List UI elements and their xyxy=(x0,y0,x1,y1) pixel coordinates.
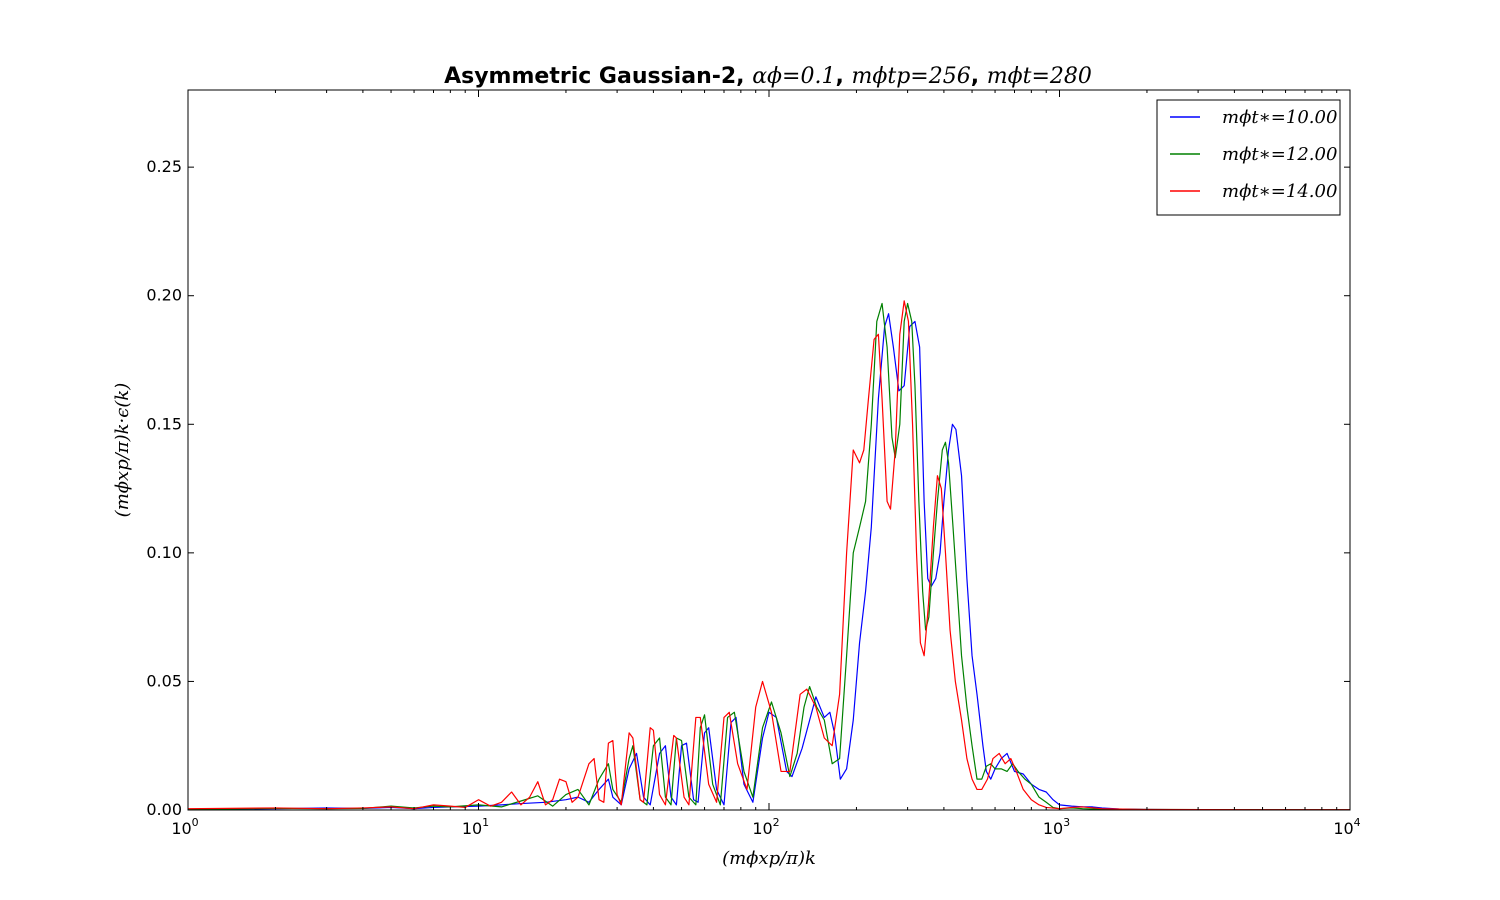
x-tick-exponent: 3 xyxy=(1063,816,1070,829)
y-tick-label-2: 0.10 xyxy=(146,543,182,562)
x-tick-label-2: 102 xyxy=(752,816,779,838)
series-layer xyxy=(187,300,1350,811)
y-tick-label-0: 0.00 xyxy=(146,800,182,819)
series-line-0 xyxy=(187,313,1350,811)
x-tick-base: 10 xyxy=(1333,819,1353,838)
x-tick-base: 10 xyxy=(462,819,482,838)
x-tick-base: 10 xyxy=(752,819,772,838)
title-tp: mϕtp=256 xyxy=(852,64,971,89)
title-prefix: Asymmetric Gaussian-2, xyxy=(444,64,752,89)
x-axis-label: (mϕxp/π)k xyxy=(722,848,816,869)
title-sep-2: , xyxy=(971,64,987,89)
legend-label-2: mϕt∗=14.00 xyxy=(1222,181,1337,202)
x-tick-base: 10 xyxy=(171,819,191,838)
y-tick-label-1: 0.05 xyxy=(146,671,182,690)
y-tick-label-3: 0.15 xyxy=(146,414,182,433)
y-tick-label-4: 0.20 xyxy=(146,286,182,305)
legend-label-1: mϕt∗=12.00 xyxy=(1222,144,1337,165)
x-tick-exponent: 0 xyxy=(192,816,199,829)
legend: mϕt∗=10.00 mϕt∗=12.00 mϕt∗=14.00 xyxy=(1156,99,1341,216)
x-tick-label-1: 101 xyxy=(462,816,489,838)
series-line-2 xyxy=(187,300,1350,811)
legend-box xyxy=(1156,99,1341,216)
title-t: mϕt=280 xyxy=(987,64,1092,89)
series-line-1 xyxy=(187,302,1350,811)
chart-title: Asymmetric Gaussian-2, αϕ=0.1, mϕtp=256,… xyxy=(444,64,1092,89)
x-tick-label-4: 104 xyxy=(1333,816,1360,838)
x-tick-label-0: 100 xyxy=(171,816,198,838)
legend-label-0: mϕt∗=10.00 xyxy=(1222,107,1337,128)
x-tick-exponent: 1 xyxy=(482,816,489,829)
title-sep-1: , xyxy=(835,64,851,89)
x-tick-label-3: 103 xyxy=(1043,816,1070,838)
title-alpha: αϕ=0.1 xyxy=(752,64,835,89)
x-tick-base: 10 xyxy=(1043,819,1063,838)
x-tick-exponent: 4 xyxy=(1354,816,1361,829)
x-tick-exponent: 2 xyxy=(773,816,780,829)
y-tick-label-5: 0.25 xyxy=(146,157,182,176)
y-axis-label: (mϕxp/π)k·ϵ(k) xyxy=(112,383,133,518)
